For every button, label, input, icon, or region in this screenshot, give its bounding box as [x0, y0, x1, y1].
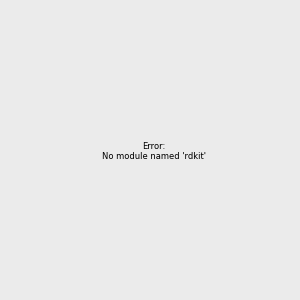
Text: Error:
No module named 'rdkit': Error: No module named 'rdkit' [102, 142, 206, 161]
